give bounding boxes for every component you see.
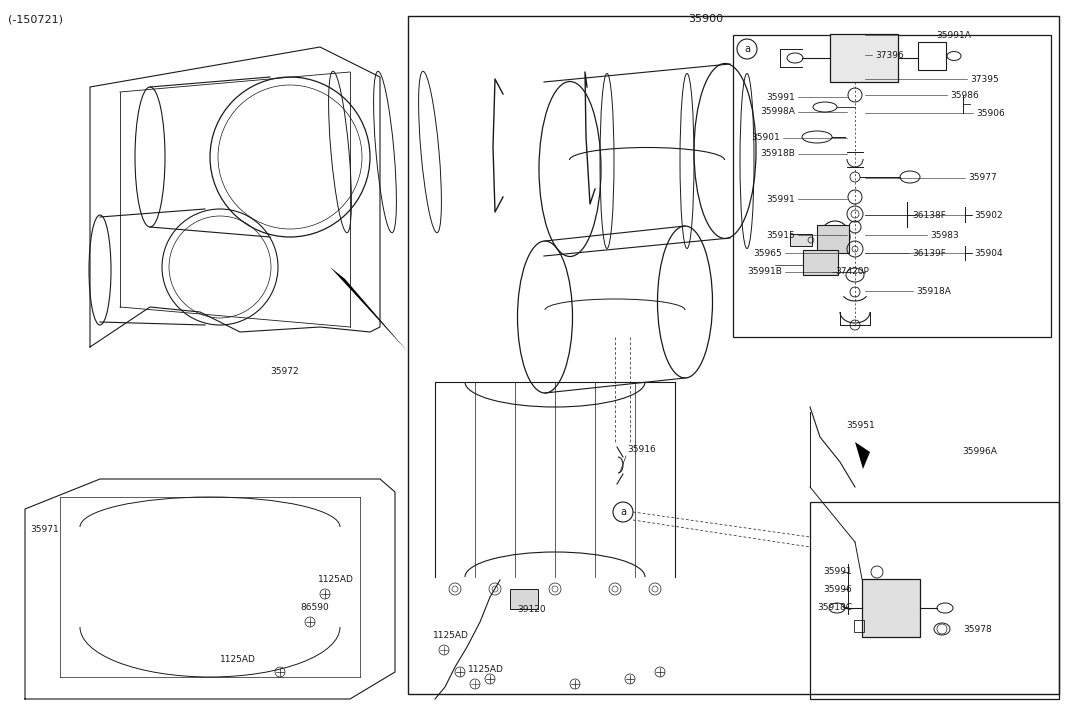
Text: 1125AD: 1125AD — [468, 665, 503, 675]
Text: 35918C: 35918C — [817, 603, 852, 611]
Text: a: a — [744, 44, 750, 54]
Text: a: a — [620, 507, 626, 517]
Text: 35998A: 35998A — [760, 108, 795, 116]
Bar — [862, 579, 920, 637]
Text: 35971: 35971 — [30, 524, 59, 534]
Text: 36138F: 36138F — [912, 211, 946, 220]
Text: 35986: 35986 — [950, 90, 979, 100]
Text: 35996: 35996 — [823, 585, 852, 593]
Text: 35918B: 35918B — [760, 150, 795, 158]
Bar — [918, 42, 946, 70]
Text: 37395: 37395 — [970, 74, 998, 84]
Bar — [817, 225, 849, 253]
Text: 35996A: 35996A — [962, 448, 997, 457]
Text: 35978: 35978 — [963, 624, 992, 633]
Text: 35900: 35900 — [688, 14, 723, 24]
Bar — [733, 35, 1051, 337]
Text: 35991: 35991 — [766, 92, 795, 102]
Text: 37396: 37396 — [876, 50, 903, 60]
Text: 35965: 35965 — [754, 249, 783, 257]
Text: 35951: 35951 — [846, 420, 874, 430]
Text: 35977: 35977 — [969, 174, 996, 182]
Bar — [790, 234, 812, 246]
Text: 35972: 35972 — [270, 368, 298, 377]
Text: 35902: 35902 — [974, 211, 1003, 220]
Text: 35991: 35991 — [823, 568, 852, 577]
Text: 1125AD: 1125AD — [317, 574, 354, 584]
Text: 35916: 35916 — [628, 444, 655, 454]
Text: 1125AD: 1125AD — [220, 654, 255, 664]
Bar — [408, 16, 1059, 694]
Polygon shape — [855, 442, 870, 469]
Text: 35991B: 35991B — [747, 268, 783, 276]
Text: 36139F: 36139F — [912, 249, 946, 257]
Polygon shape — [330, 267, 408, 352]
Text: 35906: 35906 — [976, 108, 1005, 118]
Text: (-150721): (-150721) — [7, 14, 63, 24]
Text: 35904: 35904 — [974, 249, 1003, 257]
Bar — [810, 502, 1059, 699]
Text: 39120: 39120 — [517, 606, 545, 614]
Text: 35983: 35983 — [930, 230, 959, 239]
Text: 35991: 35991 — [766, 195, 795, 204]
Bar — [830, 34, 898, 82]
Text: 86590: 86590 — [300, 603, 329, 611]
Text: 35901: 35901 — [752, 134, 780, 142]
Text: 35991A: 35991A — [936, 31, 971, 39]
Text: 1125AD: 1125AD — [433, 630, 469, 640]
Text: 37420P: 37420P — [835, 268, 869, 276]
Bar — [510, 589, 538, 609]
Text: 35918A: 35918A — [916, 286, 950, 295]
Bar — [803, 250, 838, 275]
Text: 35915: 35915 — [766, 230, 795, 239]
Bar — [854, 620, 864, 632]
